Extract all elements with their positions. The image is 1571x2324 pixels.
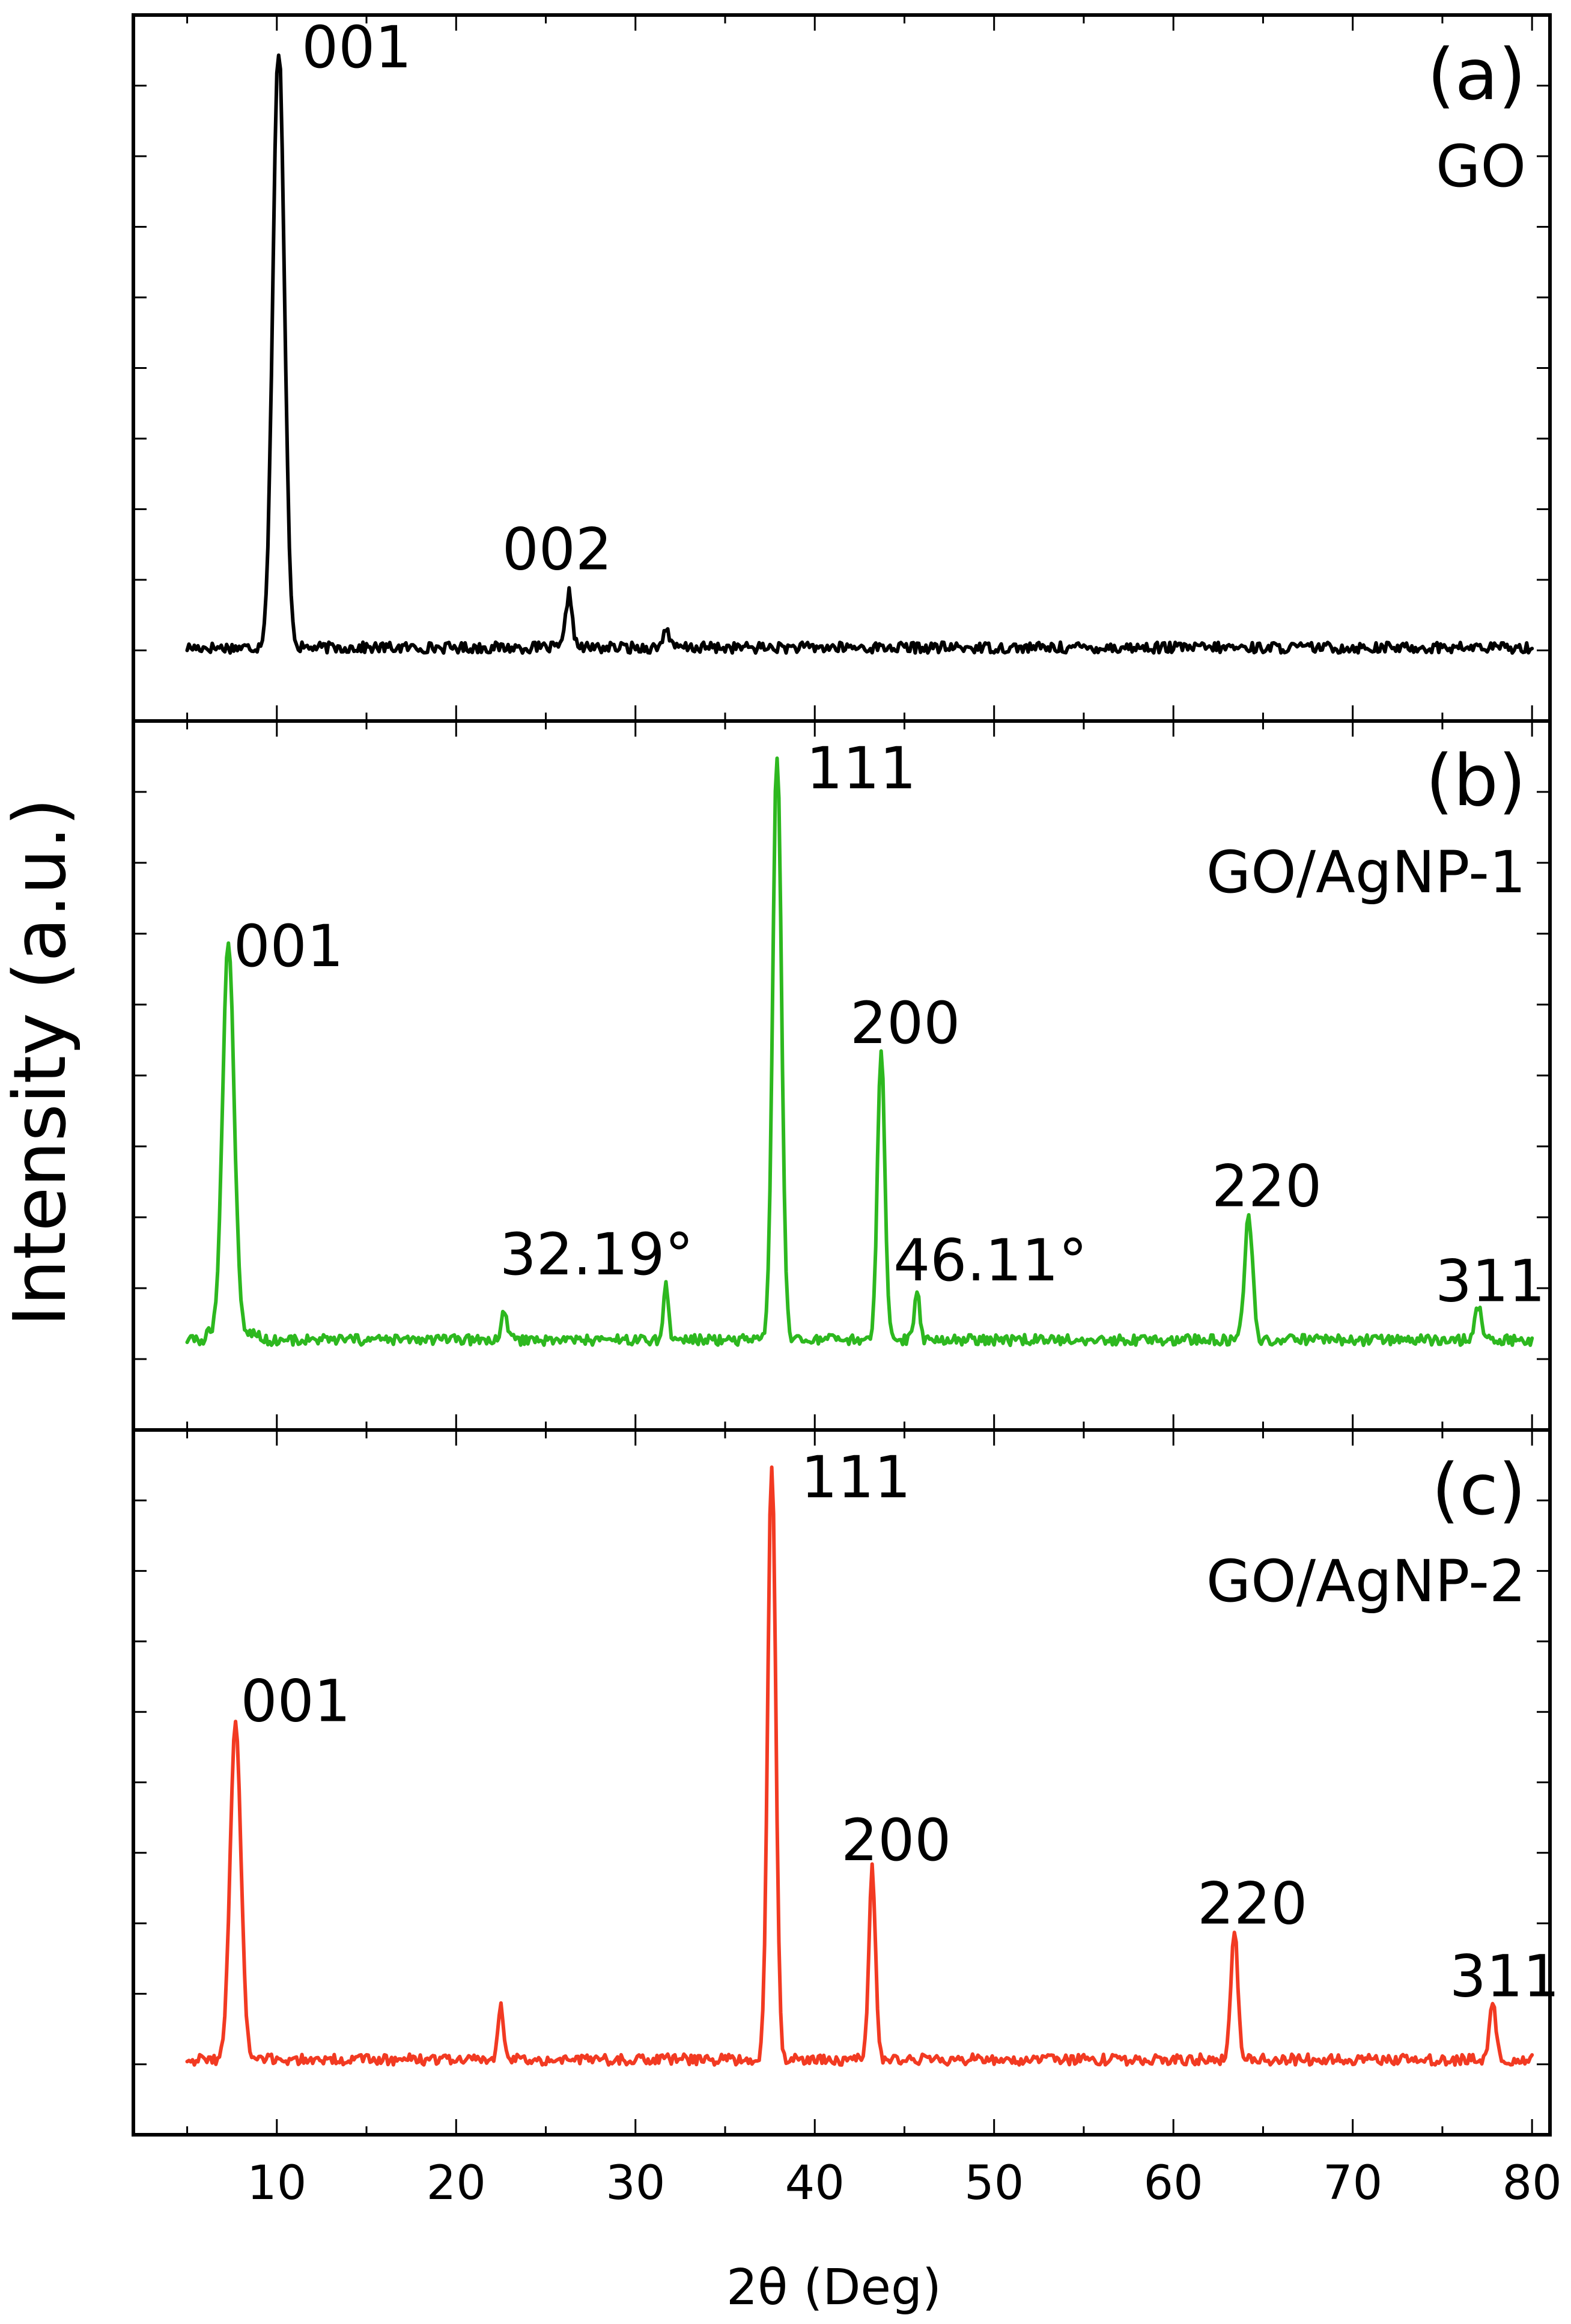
y-axis-label: Intensity (a.u.) [0, 798, 82, 1327]
x-tick-label: 80 [1503, 2156, 1562, 2210]
sample-name: GO [1436, 133, 1526, 200]
peak-label: 46.11° [893, 1227, 1087, 1294]
peak-label: 200 [841, 1807, 951, 1874]
peak-label: 111 [806, 735, 916, 802]
x-tick-label: 10 [247, 2156, 306, 2210]
sample-name: GO/AgNP-2 [1206, 1548, 1526, 1615]
x-tick-label: 70 [1323, 2156, 1382, 2210]
panel-frame [132, 13, 1552, 723]
panel-c: (c) GO/AgNP-2 001 111 200 220 311 [132, 1428, 1560, 2137]
peak-label: 001 [302, 14, 412, 81]
peak-label: 001 [234, 913, 344, 980]
panel-frame [132, 1428, 1552, 2137]
peak-label: 220 [1197, 1870, 1307, 1938]
trace-go-agnp-1 [185, 756, 1534, 1348]
panel-tag: (a) [1427, 33, 1526, 116]
peak-label: 311 [1435, 1248, 1545, 1315]
panel-a: (a) GO 001 002 [132, 13, 1552, 723]
peak-label: 002 [502, 516, 612, 583]
x-axis: 10 20 30 40 50 60 70 80 [247, 2156, 1562, 2210]
peak-label: 220 [1212, 1153, 1322, 1220]
x-tick-label: 30 [606, 2156, 665, 2210]
x-tick-label: 40 [785, 2156, 845, 2210]
panels-layer: (a) GO 001 002 (b) GO/AgNP-1 001 111 200 220 311 32… [132, 13, 1560, 2137]
peak-label: 111 [801, 1444, 911, 1511]
trace-go-agnp-2 [185, 1465, 1534, 2067]
peak-label: 001 [241, 1668, 351, 1735]
sample-name: GO/AgNP-1 [1206, 839, 1526, 906]
x-axis-label: 2θ (Deg) [726, 2259, 941, 2316]
panel-tag: (b) [1426, 739, 1526, 822]
x-tick-label: 60 [1144, 2156, 1203, 2210]
peak-label: 200 [850, 990, 960, 1057]
x-tick-label: 50 [964, 2156, 1024, 2210]
peak-label: 32.19° [500, 1221, 694, 1288]
panel-b: (b) GO/AgNP-1 001 111 200 220 311 32.19° 46.11° [132, 719, 1552, 1432]
peak-label: 311 [1450, 1942, 1560, 2010]
trace-go [185, 53, 1534, 655]
panel-frame [132, 719, 1552, 1432]
x-tick-label: 20 [427, 2156, 486, 2210]
panel-tag: (c) [1432, 1448, 1526, 1531]
